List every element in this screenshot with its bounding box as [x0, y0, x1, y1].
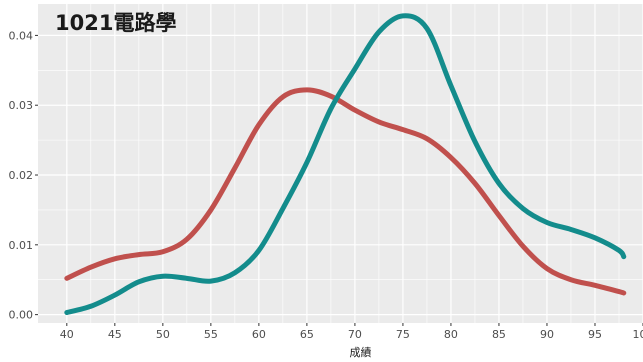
x-tick-label: 95 [588, 328, 602, 341]
y-tick-label: 0.02 [9, 169, 34, 182]
x-tick-label: 45 [108, 328, 122, 341]
y-tick-label: 0.04 [9, 29, 34, 42]
x-tick-label: 90 [540, 328, 554, 341]
x-tick-label: 85 [492, 328, 506, 341]
x-tick-label: 50 [156, 328, 170, 341]
x-tick-label: 70 [348, 328, 362, 341]
x-axis-label: 成績 [350, 345, 372, 358]
x-tick-label: 55 [204, 328, 218, 341]
x-tick-label: 40 [60, 328, 74, 341]
y-tick-label: 0.00 [9, 309, 34, 322]
x-tick-label: 80 [444, 328, 458, 341]
chart-title: 1021電路學 [55, 11, 176, 35]
x-tick-label: 65 [300, 328, 314, 341]
x-tick-label: 60 [252, 328, 266, 341]
y-tick-label: 0.01 [9, 239, 34, 252]
panel-background [38, 4, 643, 323]
x-tick-label: 75 [396, 328, 410, 341]
x-tick-label: 100 [633, 328, 643, 341]
y-tick-label: 0.03 [9, 99, 34, 112]
